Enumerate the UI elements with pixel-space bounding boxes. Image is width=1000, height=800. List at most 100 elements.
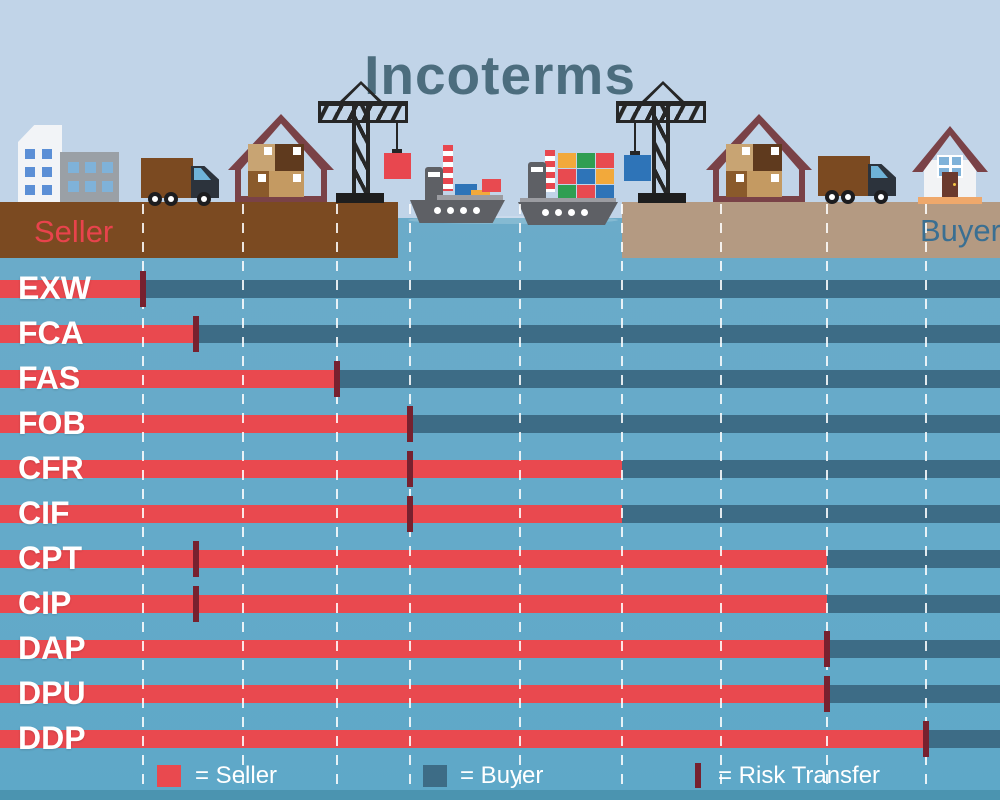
seller-label: Seller <box>34 214 114 249</box>
truck-cargo-box <box>141 158 193 198</box>
factory-annex-windows <box>68 162 113 192</box>
cargo-box-icon <box>275 144 304 171</box>
dashed-guide-line <box>519 204 521 790</box>
warehouse-icon <box>706 114 812 202</box>
house-window <box>937 155 963 178</box>
incoterm-row: CPT <box>0 540 1000 576</box>
incoterm-row: FCA <box>0 315 1000 351</box>
buyer-bar <box>827 595 1000 613</box>
cargo-box-icon <box>726 144 753 171</box>
portholes <box>434 207 480 214</box>
container-icon <box>624 155 651 181</box>
crane-icon <box>612 81 706 203</box>
buyer-ground <box>622 202 1000 258</box>
dashed-guide-line <box>621 204 623 790</box>
legend-seller-label: = Seller <box>195 762 278 789</box>
buyer-bar <box>827 685 1000 703</box>
house-door <box>942 172 958 198</box>
cargo-box-icon <box>248 144 275 171</box>
risk-transfer-marker <box>824 631 830 667</box>
incoterm-label: FOB <box>18 405 86 441</box>
buyer-bar <box>622 505 1000 523</box>
buyer-bar <box>827 550 1000 568</box>
house-icon <box>912 126 988 204</box>
legend-risk-swatch <box>695 763 701 788</box>
incoterm-row: DPU <box>0 675 1000 711</box>
cargo-ship-icon <box>518 140 618 225</box>
container-stack-icon <box>558 153 614 200</box>
buyer-bar <box>196 325 1000 343</box>
cargo-box-icon <box>753 144 782 171</box>
incoterm-label: DDP <box>18 720 86 756</box>
seller-bar <box>0 280 143 298</box>
water-highlight <box>408 216 618 224</box>
legend-buyer-swatch <box>423 765 447 787</box>
page-title: Incoterms <box>364 43 636 106</box>
incoterm-row: CIF <box>0 495 1000 531</box>
cargo-box-icon <box>747 171 782 197</box>
dashed-guide-line <box>336 204 338 790</box>
incoterm-label: DAP <box>18 630 86 666</box>
dashed-guide-line <box>925 204 927 790</box>
cargo-box-icon <box>269 171 304 197</box>
seller-bar <box>0 595 827 613</box>
buyer-bar <box>926 730 1000 748</box>
seller-ground <box>0 202 398 258</box>
buyer-label: Buyer <box>920 213 1000 248</box>
incoterm-row: FAS <box>0 360 1000 396</box>
incoterm-label: CIF <box>18 495 70 531</box>
dashed-guide-line <box>142 204 144 790</box>
incoterm-row: EXW <box>0 270 1000 306</box>
truck-icon <box>818 156 898 208</box>
incoterm-row: FOB <box>0 405 1000 441</box>
incoterm-label: CFR <box>18 450 84 486</box>
buyer-bar <box>337 370 1000 388</box>
incoterm-row: DAP <box>0 630 1000 666</box>
risk-transfer-marker <box>407 496 413 532</box>
risk-transfer-marker <box>923 721 929 757</box>
buyer-bar <box>410 415 1000 433</box>
risk-transfer-marker <box>824 676 830 712</box>
container-icon <box>384 153 411 179</box>
seller-bar <box>0 730 926 748</box>
seller-bar <box>0 550 827 568</box>
legend-risk-label: = Risk Transfer <box>718 762 881 789</box>
dashed-guide-line <box>242 204 244 790</box>
bottom-strip <box>0 790 1000 800</box>
buyer-bar <box>143 280 1000 298</box>
dashed-guide-line <box>826 204 828 790</box>
warehouse-icon <box>228 114 334 202</box>
incoterm-row: CFR <box>0 450 1000 486</box>
seller-bar <box>0 640 827 658</box>
cargo-box-icon <box>248 171 269 197</box>
legend-seller-swatch <box>157 765 181 787</box>
portholes <box>542 209 588 216</box>
incoterm-label: EXW <box>18 270 91 306</box>
seller-bar <box>0 415 410 433</box>
factory-annex-icon <box>60 152 119 202</box>
cargo-ship-icon <box>410 145 510 230</box>
seller-bar <box>0 505 622 523</box>
incoterm-row: CIP <box>0 585 1000 621</box>
seller-bar <box>0 685 827 703</box>
incoterm-label: FCA <box>18 315 84 351</box>
truck-icon <box>141 158 221 210</box>
risk-transfer-marker <box>193 586 199 622</box>
legend-buyer-label: = Buyer <box>460 762 544 789</box>
cargo-box-icon <box>726 171 747 197</box>
seller-bar <box>0 325 196 343</box>
dashed-guide-line <box>720 204 722 790</box>
container-icon <box>482 179 501 192</box>
risk-transfer-marker <box>193 541 199 577</box>
seller-bar <box>0 370 337 388</box>
buyer-bar <box>622 460 1000 478</box>
truck-cargo-box <box>818 156 870 196</box>
risk-transfer-marker <box>407 451 413 487</box>
crane-icon <box>318 81 412 203</box>
incoterm-row: DDP <box>0 720 1000 756</box>
factory-windows <box>25 149 52 195</box>
seller-bar <box>0 460 622 478</box>
incoterm-label: DPU <box>18 675 86 711</box>
incoterm-label: CPT <box>18 540 82 576</box>
